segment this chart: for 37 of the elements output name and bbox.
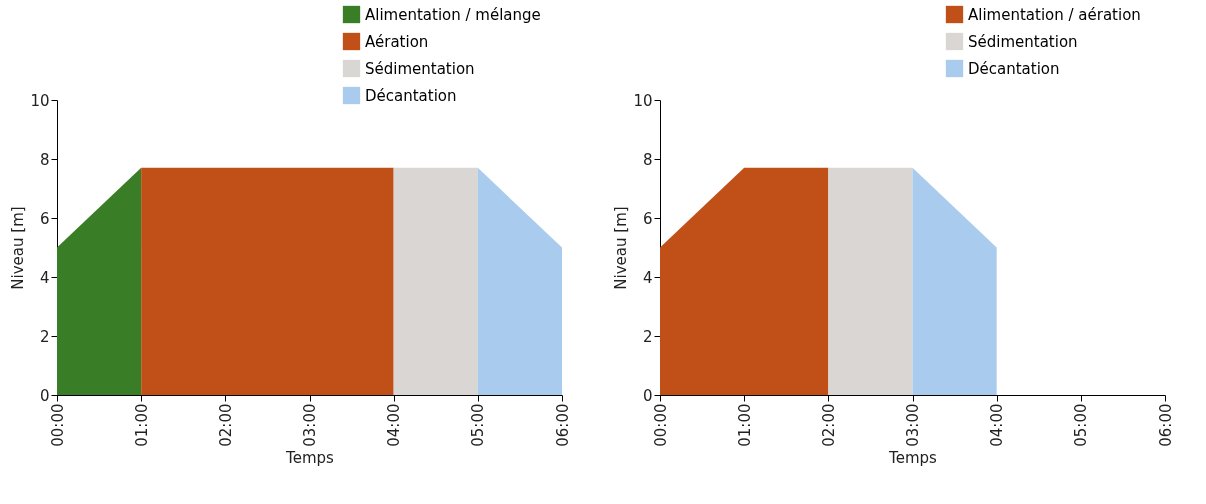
x-tick-label: 05:00 <box>1072 403 1091 447</box>
x-tick-label: 04:00 <box>988 403 1007 447</box>
y-axis-title: Niveau [m] <box>612 206 631 290</box>
x-axis-title: Temps <box>888 448 938 467</box>
legend-label: Sédimentation <box>365 59 475 78</box>
x-tick-label: 03:00 <box>904 403 922 447</box>
x-tick-label: 01:00 <box>735 403 754 447</box>
y-tick-label: 8 <box>642 150 653 169</box>
y-tick-label: 4 <box>642 268 653 287</box>
y-tick-label: 10 <box>633 91 653 110</box>
x-tick-label: 06:00 <box>1156 403 1175 447</box>
x-axis-title: Temps <box>285 448 335 467</box>
y-tick-label: 2 <box>39 327 50 346</box>
x-tick-label: 02:00 <box>216 403 235 447</box>
legend-label: Décantation <box>968 59 1060 78</box>
y-tick-label: 0 <box>642 386 653 405</box>
y-tick-label: 8 <box>39 150 50 169</box>
y-tick-label: 2 <box>642 327 653 346</box>
legend-label: Alimentation / aération <box>968 5 1141 24</box>
y-axis-title: Niveau [m] <box>9 206 28 290</box>
y-tick-label: 10 <box>30 91 50 110</box>
x-tick-label: 00:00 <box>651 403 670 447</box>
legend-label: Sédimentation <box>968 32 1078 51</box>
x-tick-label: 03:00 <box>301 403 319 447</box>
legend-label: Décantation <box>365 86 457 105</box>
y-tick-label: 6 <box>39 209 50 228</box>
x-tick-label: 06:00 <box>553 403 572 447</box>
legend-label: Alimentation / mélange <box>365 5 541 24</box>
x-tick-label: 04:00 <box>385 403 404 447</box>
y-tick-label: 6 <box>642 209 653 228</box>
legend-label: Aération <box>365 32 429 51</box>
x-tick-label: 00:00 <box>48 403 67 447</box>
x-tick-label: 05:00 <box>469 403 488 447</box>
y-tick-label: 4 <box>39 268 50 287</box>
x-tick-label: 01:00 <box>132 403 151 447</box>
y-tick-label: 0 <box>39 386 50 405</box>
x-tick-label: 02:00 <box>819 403 838 447</box>
